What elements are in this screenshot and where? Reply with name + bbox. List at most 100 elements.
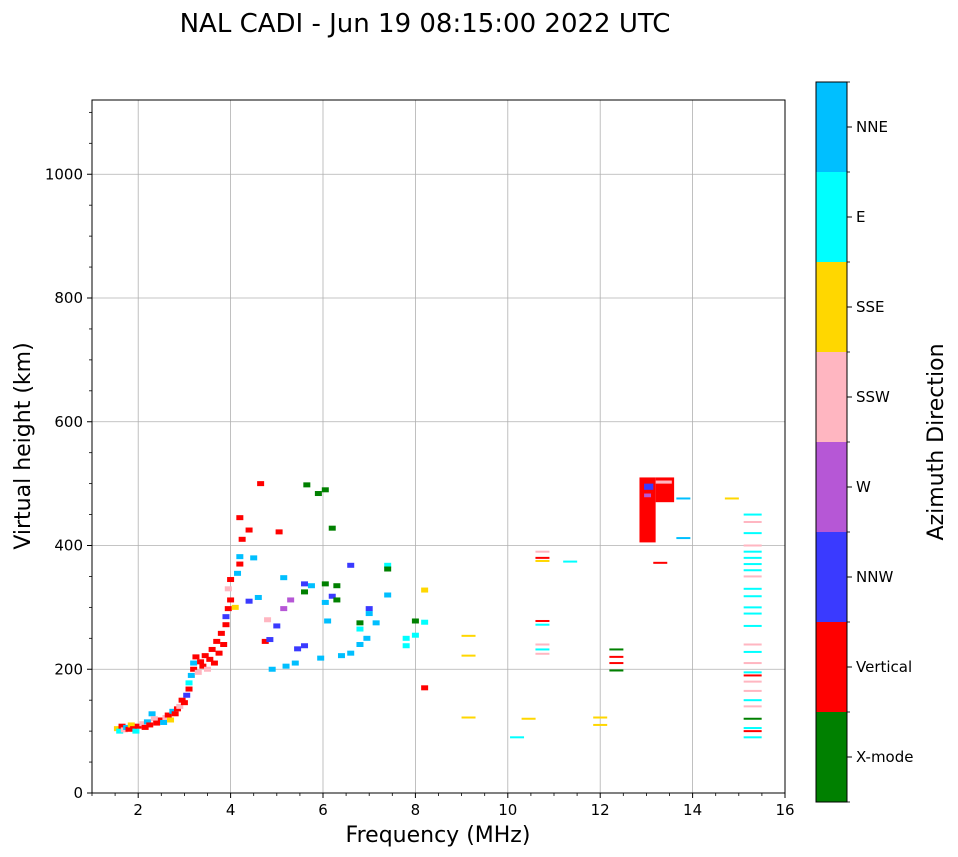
data-point [676,497,691,500]
data-point [743,569,762,572]
data-point [254,594,262,600]
x-tick-label: 8 [411,801,421,819]
data-point [743,671,762,674]
colorbar-swatch [816,82,847,172]
data-point [535,648,550,651]
data-point [280,575,288,581]
x-tick-label: 4 [226,801,236,819]
data-point [743,575,762,578]
data-point [238,536,246,542]
data-point [139,721,147,727]
data-point [676,537,691,540]
data-point [535,556,550,559]
y-tick-label: 800 [54,289,83,307]
data-point [231,604,239,610]
data-point [743,699,762,702]
data-point [461,654,476,657]
data-point [743,650,762,653]
data-point [146,722,154,728]
y-tick-label: 200 [54,660,83,678]
colorbar-tick-label: NNW [856,568,893,586]
data-point [356,626,364,632]
data-point [132,728,140,734]
data-point [190,660,198,666]
x-axis-label: Frequency (MHz) [346,823,531,848]
data-point [148,711,156,717]
data-point [321,599,329,605]
data-point [222,614,230,620]
data-point [743,717,762,720]
data-point [743,727,762,730]
data-point [333,583,341,589]
x-tick-label: 12 [591,801,610,819]
data-point [333,597,341,603]
data-point [402,643,410,649]
data-point [384,562,392,568]
data-point [314,491,322,497]
plot-background [92,100,785,793]
data-point [521,717,536,720]
data-point [421,587,429,593]
data-point [461,716,476,719]
data-point [535,652,550,655]
data-point [337,653,345,659]
data-point [743,606,762,609]
grid-lines [92,100,785,793]
data-point [743,736,762,739]
data-point [125,726,133,732]
data-point [535,623,550,626]
data-point [743,544,762,547]
data-point [363,635,371,641]
data-point [236,515,244,521]
data-point [609,669,624,672]
data-point [743,595,762,598]
data-point [213,638,221,644]
data-point [294,646,302,652]
data-point [743,730,762,733]
data-point [563,560,578,563]
data-point [245,527,253,533]
data-point [201,653,209,659]
data-point [328,525,336,531]
data-point [402,635,410,641]
colorbar-tick-label: Vertical [856,658,912,676]
colorbar-tick-label: E [856,208,865,226]
data-point [250,555,258,561]
data-point [227,577,235,583]
x-tick-label: 14 [683,801,702,819]
data-point [134,723,142,729]
data-point [185,686,193,692]
data-point [653,561,668,564]
data-point [743,520,762,523]
colorbar-swatch [816,442,847,532]
x-tick-label: 2 [133,801,143,819]
data-point [301,581,309,587]
chart-title: NAL CADI - Jun 19 08:15:00 2022 UTC [180,9,671,39]
data-point [384,566,392,572]
data-point [411,618,419,624]
y-tick-label: 400 [54,537,83,555]
colorbar-tick-label: NNE [856,118,888,136]
data-point [743,532,762,535]
data-point [194,669,202,675]
data-point [199,663,207,669]
data-point [461,634,476,637]
data-point [743,563,762,566]
data-point [421,619,429,625]
y-tick-label: 600 [54,413,83,431]
data-point [280,606,288,612]
y-tick-label: 1000 [45,165,83,183]
x-tick-label: 16 [775,801,794,819]
data-point [245,598,253,604]
colorbar-swatch [816,532,847,622]
data-point [187,672,195,678]
data-point [328,593,336,599]
x-tick-label: 6 [318,801,328,819]
data-point [535,559,550,562]
data-point [510,736,525,739]
data-point [141,724,149,730]
data-point [324,618,332,624]
data-point [372,620,380,626]
data-point [609,662,624,665]
data-point [210,660,218,666]
